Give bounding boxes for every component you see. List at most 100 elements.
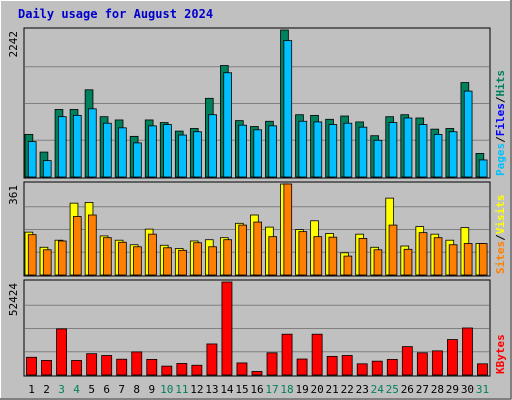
panel-kbytes-ymax-label: 52424 xyxy=(7,283,20,316)
bar-kbytes-day-24 xyxy=(371,360,383,376)
bar-sites-day-10 xyxy=(163,247,172,276)
x-tick-label-day-16: 16 xyxy=(250,383,263,396)
legend-item-hits: Hits xyxy=(494,70,507,97)
bar-kbytes-day-9 xyxy=(146,358,158,376)
bar-files-day-13 xyxy=(208,114,217,178)
bar-sites-day-6 xyxy=(103,237,112,276)
bar-files-day-1 xyxy=(27,141,37,178)
bar-kbytes-day-13 xyxy=(206,343,218,376)
legend-item-kbytes: KBytes xyxy=(494,334,507,374)
bar-kbytes-day-2 xyxy=(41,360,52,376)
x-tick-label-day-31: 31 xyxy=(476,383,489,396)
x-tick-label-day-24: 24 xyxy=(371,383,385,396)
bar-files-day-7 xyxy=(118,127,127,178)
bar-files-day-16 xyxy=(253,129,263,178)
x-tick-label-day-28: 28 xyxy=(431,383,444,396)
bar-sites-day-13 xyxy=(208,246,217,276)
bar-kbytes-day-25 xyxy=(386,358,398,376)
panel-kbytes-legend: KBytes xyxy=(494,334,507,374)
bar-sites-day-4 xyxy=(73,216,82,276)
bar-files-day-19 xyxy=(298,120,308,178)
x-tick-label-day-26: 26 xyxy=(401,383,414,396)
bar-kbytes-day-27 xyxy=(416,352,428,376)
bar-files-day-2 xyxy=(42,160,52,178)
bar-files-day-3 xyxy=(57,116,67,178)
bar-sites-day-30 xyxy=(463,243,473,276)
bar-kbytes-day-1 xyxy=(26,356,37,376)
bar-sites-day-5 xyxy=(88,214,97,276)
bar-kbytes-day-17 xyxy=(266,352,278,376)
legend-separator: / xyxy=(494,234,507,241)
x-tick-label-day-15: 15 xyxy=(235,383,248,396)
bar-kbytes-day-31 xyxy=(477,363,488,376)
bar-sites-day-25 xyxy=(388,224,398,276)
bar-kbytes-day-30 xyxy=(462,327,473,376)
panel-visits-legend: Sites/Visits xyxy=(494,195,507,275)
panel-visits: 361 Sites/Visits xyxy=(7,181,507,277)
bar-kbytes-day-3 xyxy=(56,328,67,376)
bar-files-day-15 xyxy=(238,124,247,178)
bar-kbytes-day-22 xyxy=(341,355,353,376)
x-tick-label-day-21: 21 xyxy=(326,383,339,396)
bar-kbytes-day-8 xyxy=(131,351,143,376)
bar-files-day-18 xyxy=(283,40,293,178)
x-axis-day-labels: 1 2 3 4 5 6 7 8 9 10 11 12 13 14 15 16 17 18 19 20 21 22 23 24 2… xyxy=(28,383,489,396)
chart-title: Daily usage for August 2024 xyxy=(18,7,213,21)
x-tick-label-day-13: 13 xyxy=(205,383,218,396)
bar-kbytes-day-6 xyxy=(101,355,113,376)
x-tick-label-day-29: 29 xyxy=(446,383,459,396)
bar-kbytes-day-21 xyxy=(326,355,338,376)
bar-sites-day-11 xyxy=(178,249,187,276)
bar-sites-day-2 xyxy=(42,249,52,276)
panel-visits-ymax-label: 361 xyxy=(7,185,20,205)
bar-sites-day-27 xyxy=(418,232,428,276)
bar-sites-day-31 xyxy=(478,243,488,276)
bar-sites-day-28 xyxy=(433,237,443,276)
legend-item-pages: Pages xyxy=(494,143,507,176)
bar-kbytes-day-14 xyxy=(221,281,233,376)
bar-sites-day-8 xyxy=(133,246,142,276)
bar-sites-day-12 xyxy=(193,242,202,276)
bar-sites-day-18 xyxy=(283,183,293,276)
bar-sites-day-19 xyxy=(298,231,308,276)
x-tick-label-day-4: 4 xyxy=(73,383,80,396)
bar-sites-day-22 xyxy=(343,255,353,276)
bar-files-day-29 xyxy=(448,131,458,178)
legend-item-files: Files xyxy=(494,103,507,136)
bar-kbytes-day-11 xyxy=(176,363,188,376)
legend-separator: / xyxy=(494,136,507,143)
bar-sites-day-1 xyxy=(27,234,37,276)
bar-files-day-9 xyxy=(148,125,157,178)
bar-sites-day-17 xyxy=(268,236,278,276)
bar-sites-day-16 xyxy=(253,221,263,276)
x-tick-label-day-8: 8 xyxy=(133,383,140,396)
x-tick-label-day-17: 17 xyxy=(265,383,278,396)
x-tick-label-day-19: 19 xyxy=(295,383,308,396)
x-tick-label-day-10: 10 xyxy=(160,383,173,396)
bar-files-day-23 xyxy=(358,126,368,178)
chart-panels: 2242Pages/Files/Hits361Sites/Visits52424… xyxy=(7,27,507,377)
x-tick-label-day-23: 23 xyxy=(356,383,369,396)
bar-files-day-25 xyxy=(388,122,398,178)
bar-files-day-22 xyxy=(343,122,353,178)
bar-files-day-26 xyxy=(403,117,413,178)
bar-sites-day-24 xyxy=(373,249,383,276)
panel-hits-legend: Pages/Files/Hits xyxy=(494,70,507,176)
bar-kbytes-day-7 xyxy=(116,358,128,376)
bar-kbytes-day-10 xyxy=(161,365,173,376)
bar-sites-day-20 xyxy=(313,236,323,276)
bar-kbytes-day-4 xyxy=(71,360,83,376)
x-tick-label-day-3: 3 xyxy=(58,383,65,396)
bar-kbytes-day-23 xyxy=(356,363,368,376)
bar-files-day-21 xyxy=(328,124,338,178)
bar-sites-day-9 xyxy=(148,233,157,276)
bar-files-day-17 xyxy=(268,125,278,178)
x-tick-label-day-1: 1 xyxy=(28,383,35,396)
bar-files-day-6 xyxy=(103,122,112,178)
bar-sites-day-14 xyxy=(223,239,232,276)
x-tick-label-day-9: 9 xyxy=(148,383,155,396)
bar-sites-day-15 xyxy=(238,224,247,276)
x-tick-label-day-30: 30 xyxy=(461,383,474,396)
